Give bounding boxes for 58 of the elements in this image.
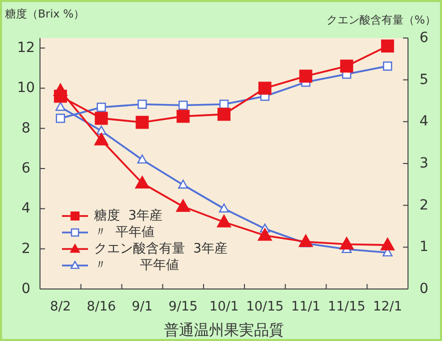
point (137, 154, 148, 164)
point (136, 116, 149, 129)
point (96, 126, 106, 135)
x-tick-label: 8/2 (50, 300, 71, 314)
point (381, 40, 394, 53)
point (56, 114, 66, 123)
y-tick-label: 10 (17, 80, 35, 96)
point (178, 100, 188, 110)
x-tick-label: 11/1 (291, 300, 320, 314)
point (258, 228, 272, 241)
point (54, 90, 67, 103)
point (176, 199, 190, 212)
legend-label: 糖度 3年産 (94, 208, 163, 224)
point (135, 176, 150, 188)
point (380, 238, 395, 250)
y-tick-label: 8 (22, 120, 30, 136)
point (178, 180, 188, 189)
point (340, 60, 354, 73)
y-tick-label: 2 (22, 240, 30, 257)
point (216, 214, 232, 228)
x-tick-label: 10/15 (246, 300, 284, 314)
x-tick-label: 10/1 (209, 300, 239, 314)
y-tick-label: 0 (22, 281, 30, 297)
y-tick-label: 12 (17, 40, 35, 56)
point (176, 110, 190, 123)
y2-tick-label: 6 (420, 30, 429, 46)
point (138, 100, 147, 109)
point (382, 62, 392, 71)
y2label: クエン酸含有量（%） (326, 14, 436, 26)
point (96, 102, 106, 112)
point (298, 234, 313, 248)
y2-tick-label: 3 (420, 156, 428, 172)
point (218, 108, 230, 121)
ylabel: 糖度（Brix %） (5, 8, 85, 20)
y2-tick-label: 4 (420, 114, 429, 130)
x-tick-label: 9/1 (132, 300, 153, 314)
point (219, 203, 229, 212)
x-tick-label: 11/15 (328, 300, 366, 314)
y2-tick-label: 2 (420, 197, 428, 214)
y2-tick-label: 5 (420, 72, 428, 88)
legend-label: 〃 平年値 (94, 258, 180, 273)
y-tick-label: 6 (22, 160, 31, 177)
point (258, 82, 272, 95)
x-tick-label: 12/1 (372, 300, 402, 314)
point (94, 132, 108, 146)
point (340, 236, 354, 250)
xlabel: 普通温州果実品質 (164, 321, 284, 339)
point (55, 102, 66, 111)
x-tick-label: 9/15 (168, 300, 198, 314)
y-tick-label: 4 (22, 200, 31, 217)
y2-tick-label: 0 (420, 281, 428, 297)
point (219, 100, 229, 109)
x-tick-label: 8/16 (86, 300, 116, 314)
point (94, 112, 108, 125)
point (299, 70, 312, 83)
legend-label: 〃 平年値 (94, 225, 154, 240)
y2-tick-label: 1 (420, 239, 428, 256)
legend-label: クエン酸含有量 3年産 (94, 240, 228, 256)
